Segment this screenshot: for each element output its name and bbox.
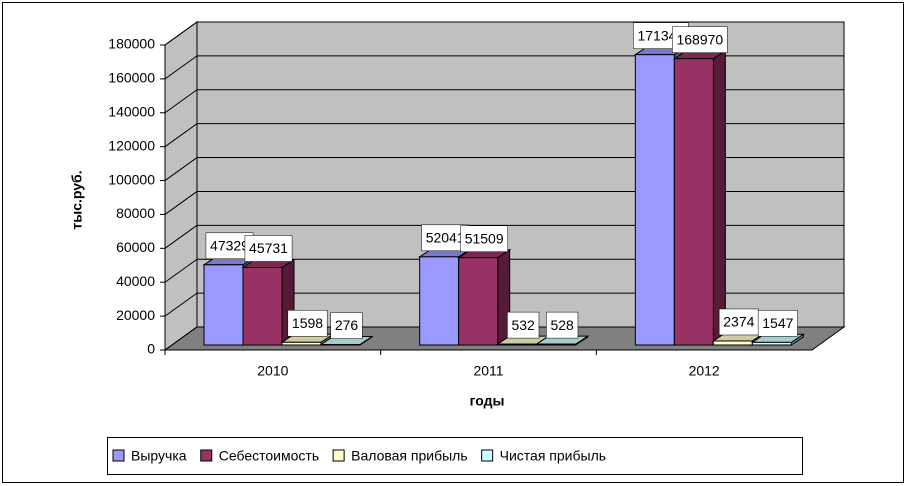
grid-line [164,326,198,351]
bar [281,341,322,346]
grid-line [164,191,198,215]
grid-line [164,157,198,181]
data-label: 532 [511,317,535,333]
data-label: 168970 [676,31,723,47]
grid-line [164,55,198,80]
bar [673,58,714,346]
y-axis-title: тыс.руб. [69,170,85,229]
data-label: 528 [550,317,574,333]
y-tick-label: 120000 [108,137,155,153]
bar [458,257,499,346]
data-label: 47329 [210,238,249,254]
legend-label: Выручка [131,448,187,464]
data-label-box [672,26,728,53]
data-label-box [718,308,759,336]
data-label: 276 [335,317,359,333]
y-tick-label: 0 [147,341,155,357]
data-label: 52041 [426,230,465,246]
legend-swatch [332,449,345,462]
grid-line [164,89,198,114]
data-label: 51509 [465,230,504,246]
y-tick-label: 20000 [116,307,155,323]
bar [634,54,675,346]
data-label-box [757,310,798,337]
data-label: 1547 [762,315,793,331]
bar [751,341,792,346]
data-label-box [287,310,328,337]
legend-swatch [481,449,494,462]
data-label: 45731 [249,240,288,256]
data-label-box [546,311,579,339]
data-label-box [330,312,363,339]
side-wall [164,21,198,351]
bar [242,267,283,346]
grid-line [164,258,198,283]
bar [712,340,753,346]
bar [536,343,577,346]
bar [203,264,244,346]
legend-swatch [200,449,213,462]
grid-line [164,224,198,249]
bar-side [712,49,726,346]
legend [107,437,803,475]
legend-label: Валовая прибыль [351,448,468,464]
data-label: 2374 [723,314,754,330]
y-tick-label: 160000 [108,70,155,86]
y-tick-label: 60000 [116,239,155,255]
data-label-box [460,225,508,252]
y-tick-label: 80000 [116,205,155,221]
bar [419,256,460,346]
y-tick-label: 180000 [108,36,155,52]
y-tick-label: 40000 [116,273,155,289]
x-tick-label: 2012 [689,363,720,379]
data-label-box [244,235,293,262]
legend-swatch [112,449,125,462]
x-tick-label: 2010 [257,363,288,379]
legend-label: Чистая прибыль [500,448,606,464]
grid-line [164,123,198,148]
grid-line [164,292,198,317]
grid-line [164,21,198,46]
data-label-box [507,311,540,339]
legend-label: Себестоимость [219,448,319,464]
x-tick-label: 2011 [473,363,503,379]
data-label: 1598 [292,315,323,331]
y-tick-label: 140000 [108,103,155,119]
x-axis-title: годы [470,393,505,409]
bar [497,343,538,346]
y-tick-label: 100000 [108,171,155,187]
